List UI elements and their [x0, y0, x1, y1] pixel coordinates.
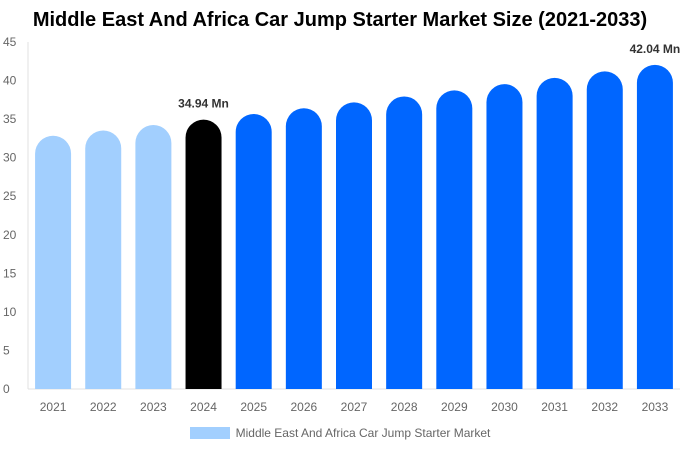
y-tick-label: 40	[3, 74, 17, 88]
bar-2031	[536, 77, 573, 390]
y-tick-label: 15	[3, 266, 17, 280]
x-tick-label: 2030	[491, 400, 518, 414]
x-tick-label: 2031	[541, 400, 568, 414]
y-tick-label: 0	[3, 382, 10, 396]
y-tick-label: 20	[3, 228, 17, 242]
bar-2022	[85, 130, 122, 389]
bar-2024	[185, 119, 222, 389]
x-tick-label: 2028	[391, 400, 418, 414]
bar-2028	[386, 96, 423, 390]
x-tick-label: 2024	[190, 400, 217, 414]
y-tick-label: 5	[3, 343, 10, 357]
x-tick-label: 2029	[441, 400, 468, 414]
x-tick-label: 2032	[591, 400, 618, 414]
chart-title: Middle East And Africa Car Jump Starter …	[32, 9, 648, 31]
y-tick-label: 30	[3, 151, 17, 165]
bar-2030	[486, 84, 523, 389]
data-label: 34.94 Mn	[178, 97, 229, 111]
bar-2027	[336, 102, 372, 390]
bar-2033	[636, 64, 673, 389]
bar-2025	[235, 113, 272, 389]
bar-2026	[285, 108, 322, 389]
x-tick-label: 2022	[90, 400, 117, 414]
data-label: 42.04 Mn	[630, 42, 680, 56]
y-tick-label: 25	[3, 189, 17, 203]
y-tick-label: 45	[3, 35, 17, 49]
legend-swatch	[189, 427, 230, 439]
y-tick-label: 10	[3, 305, 17, 319]
bar-2029	[436, 90, 473, 389]
bar-2032	[586, 71, 623, 389]
x-tick-label: 2021	[40, 400, 67, 414]
y-tick-label: 35	[3, 112, 17, 126]
legend: Middle East And Africa Car Jump Starter …	[0, 426, 680, 440]
x-tick-label: 2023	[140, 400, 167, 414]
x-tick-label: 2027	[341, 400, 368, 414]
x-tick-label: 2025	[240, 400, 267, 414]
x-tick-label: 2026	[290, 400, 317, 414]
bar-2023	[135, 125, 172, 389]
bar-2021	[35, 135, 72, 389]
legend-label: Middle East And Africa Car Jump Starter …	[235, 426, 491, 440]
x-tick-label: 2033	[642, 400, 669, 414]
